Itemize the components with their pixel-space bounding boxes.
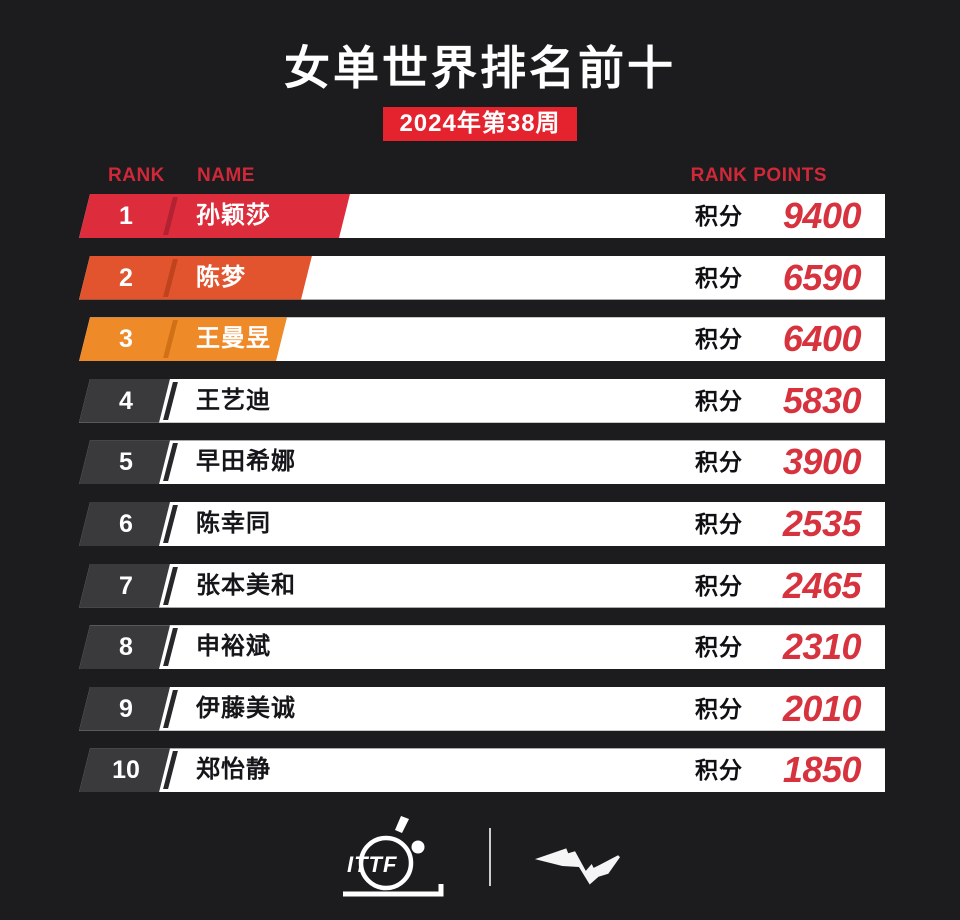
points-label: 积分 [695, 203, 743, 229]
rank-number: 7 [119, 571, 133, 600]
player-name: 张本美和 [196, 571, 296, 599]
row-bar: 6 陈幸同 积分 2535 [79, 501, 885, 546]
column-header-points: RANK POINTS [690, 165, 827, 186]
points-label: 积分 [695, 326, 743, 353]
rank-chip [79, 379, 170, 423]
player-name: 陈梦 [196, 263, 246, 291]
points-label: 积分 [695, 264, 743, 291]
rank-row-2: 2 陈梦 积分 6590 [79, 255, 885, 300]
column-header-name: NAME [197, 165, 255, 186]
footer-logos: ITTF [0, 814, 960, 900]
points-label: 积分 [695, 757, 743, 784]
points-value: 2535 [782, 502, 862, 544]
row-bar: 1 孙颖莎 积分 9400 [79, 194, 885, 238]
rank-number: 8 [119, 633, 133, 662]
rank-number: 1 [119, 202, 133, 230]
week-badge-wrap: 2024年第38周 [0, 107, 960, 141]
rank-row-7: 7 张本美和 积分 2465 [79, 563, 885, 608]
row-bar: 9 伊藤美诚 积分 2010 [79, 686, 885, 731]
points-value: 2465 [782, 564, 862, 606]
points-value: 6590 [782, 256, 862, 298]
ittf-logo-text: ITTF [347, 852, 397, 877]
points-value: 9400 [782, 195, 862, 236]
row-bar: 3 王曼昱 积分 6400 [79, 317, 885, 362]
rank-chip [79, 502, 170, 546]
points-label: 积分 [695, 572, 743, 599]
rank-chip [79, 564, 170, 608]
rank-chip [79, 194, 350, 238]
rank-chip [79, 748, 170, 792]
player-name: 早田希娜 [196, 448, 296, 476]
rank-number: 2 [119, 263, 133, 292]
page-title: 女单世界排名前十 [284, 42, 676, 94]
points-label: 积分 [695, 634, 743, 661]
player-name: 伊藤美诚 [196, 694, 296, 722]
rank-row-10: 10 郑怡静 积分 1850 [79, 748, 885, 793]
column-headers: RANK NAME RANK POINTS [0, 165, 960, 189]
row-bar: 4 王艺迪 积分 5830 [79, 378, 885, 423]
points-label: 积分 [695, 695, 743, 722]
points-value: 5830 [782, 379, 862, 421]
rank-chip [79, 687, 170, 731]
player-name: 王艺迪 [196, 386, 271, 414]
row-bar: 7 张本美和 积分 2465 [79, 563, 885, 608]
rank-row-4: 4 王艺迪 积分 5830 [79, 378, 885, 423]
rank-row-5: 5 早田希娜 积分 3900 [79, 440, 885, 485]
row-bar: 5 早田希娜 积分 3900 [79, 440, 885, 485]
player-name: 王曼昱 [196, 325, 271, 353]
points-label: 积分 [695, 449, 743, 476]
player-name: 陈幸同 [196, 509, 271, 537]
rank-chip [79, 440, 170, 484]
player-name: 郑怡静 [196, 756, 271, 784]
row-bar: 2 陈梦 积分 6590 [79, 255, 885, 300]
footer-divider [489, 828, 491, 887]
row-bar: 10 郑怡静 积分 1850 [79, 748, 885, 793]
points-value: 2010 [782, 687, 862, 729]
rank-row-3: 3 王曼昱 积分 6400 [79, 317, 885, 362]
week-badge: 2024年第38周 [383, 107, 577, 141]
rank-chip [79, 625, 170, 669]
rank-number: 4 [119, 386, 133, 415]
rank-row-8: 8 申裕斌 积分 2310 [79, 625, 885, 670]
player-name: 申裕斌 [196, 633, 271, 661]
rank-chip [79, 317, 287, 361]
rank-number: 10 [112, 756, 140, 785]
points-value: 3900 [782, 441, 862, 483]
points-value: 1850 [782, 749, 862, 791]
row-bar: 8 申裕斌 积分 2310 [79, 625, 885, 670]
points-label: 积分 [695, 387, 743, 414]
points-value: 6400 [782, 318, 862, 360]
points-value: 2310 [782, 626, 862, 668]
rank-number: 6 [119, 509, 133, 538]
ranking-list: 1 孙颖莎 积分 9400 2 陈梦 积分 6590 3 王曼昱 积 [0, 194, 960, 793]
points-label: 积分 [695, 510, 743, 537]
rank-chip [79, 256, 312, 300]
rank-row-1: 1 孙颖莎 积分 9400 [79, 194, 885, 238]
player-name: 孙颖莎 [196, 202, 271, 229]
rank-number: 5 [119, 448, 133, 477]
wtt-w-logo-icon [534, 848, 621, 885]
rank-number: 3 [119, 325, 133, 354]
rank-row-6: 6 陈幸同 积分 2535 [79, 501, 885, 546]
rank-number: 9 [119, 694, 133, 723]
column-header-rank: RANK [108, 165, 165, 186]
ittf-logo-icon: ITTF [343, 816, 444, 897]
rank-row-9: 9 伊藤美诚 积分 2010 [79, 686, 885, 731]
